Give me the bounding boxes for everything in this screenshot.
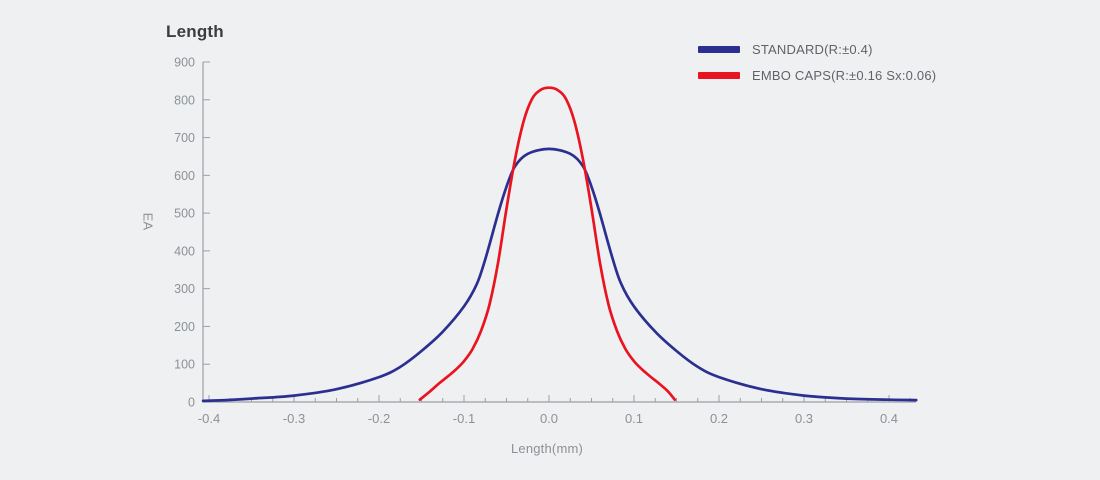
svg-text:-0.2: -0.2: [368, 411, 390, 426]
legend-swatch-embo-caps: [698, 71, 740, 79]
svg-text:0.4: 0.4: [880, 411, 898, 426]
legend-label-standard: STANDARD(R:±0.4): [752, 41, 873, 57]
svg-text:700: 700: [174, 131, 195, 145]
svg-text:200: 200: [174, 320, 195, 334]
svg-text:800: 800: [174, 93, 195, 107]
curve-embo-caps: [418, 86, 677, 402]
svg-text:0.3: 0.3: [795, 411, 813, 426]
x-axis-title: Length(mm): [510, 441, 584, 456]
axis-ticks: [203, 61, 911, 403]
svg-text:400: 400: [174, 244, 195, 258]
chart-title: Length: [166, 22, 224, 41]
svg-text:0.0: 0.0: [540, 411, 558, 426]
legend-label-embo-caps: EMBO CAPS(R:±0.16 Sx:0.06): [752, 67, 937, 83]
legend-item-standard: STANDARD(R:±0.4): [698, 41, 936, 57]
curve-standard: [201, 147, 918, 403]
svg-text:0.1: 0.1: [625, 411, 643, 426]
svg-text:900: 900: [174, 56, 195, 70]
svg-text:-0.4: -0.4: [198, 411, 220, 426]
svg-text:-0.3: -0.3: [283, 411, 305, 426]
legend-swatch-standard: [698, 45, 740, 53]
legend-item-embo-caps: EMBO CAPS(R:±0.16 Sx:0.06): [698, 67, 936, 83]
svg-text:100: 100: [174, 358, 195, 372]
data-curves: [201, 86, 918, 403]
axis-tick-labels: 0 100 200 300 400 500 600 700 800 900 -0.4 -0.3 -0.2…: [174, 56, 898, 427]
svg-text:500: 500: [174, 207, 195, 221]
axes: [202, 62, 916, 403]
svg-text:300: 300: [174, 282, 195, 296]
svg-text:0: 0: [188, 396, 195, 410]
y-axis-title: EA: [140, 212, 156, 231]
svg-text:600: 600: [174, 169, 195, 183]
svg-text:0.2: 0.2: [710, 411, 728, 426]
svg-text:-0.1: -0.1: [453, 411, 475, 426]
legend: STANDARD(R:±0.4) EMBO CAPS(R:±0.16 Sx:0.…: [698, 41, 936, 83]
